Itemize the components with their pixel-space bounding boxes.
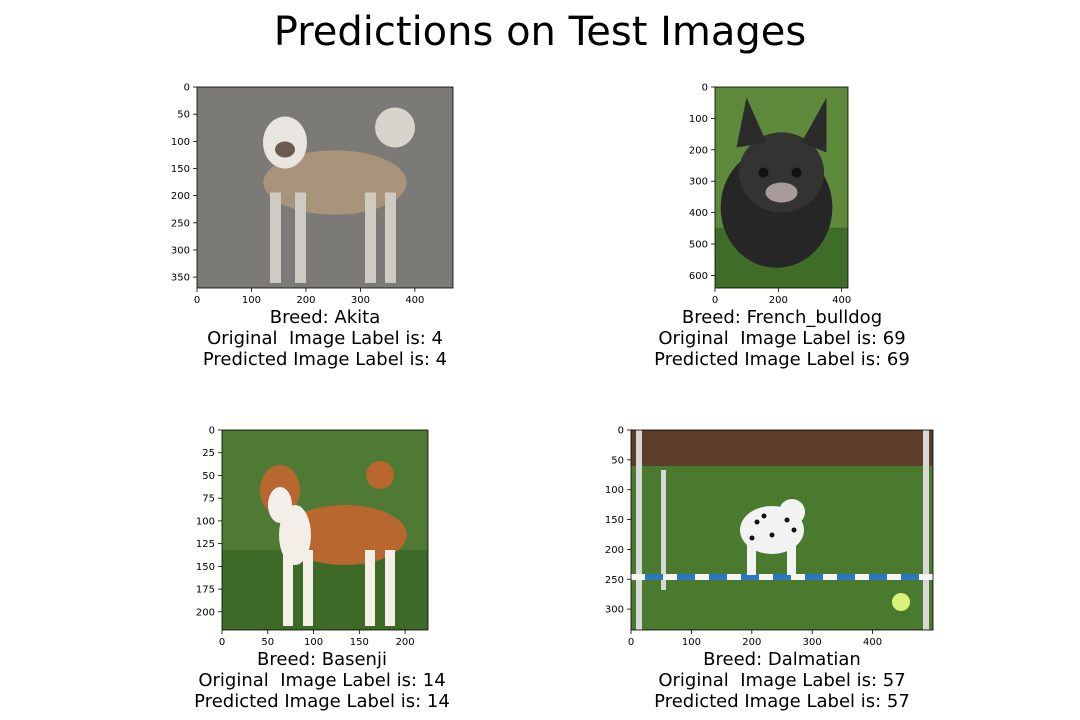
- y-tick-label: 75: [202, 494, 215, 505]
- y-tick-label: 50: [202, 471, 215, 482]
- caption-line-3: Predicted Image Label is: 14: [194, 691, 450, 712]
- y-tick-label: 50: [611, 455, 624, 466]
- y-tick-label: 0: [209, 426, 215, 437]
- dog-photo: [197, 87, 453, 288]
- x-tick-label: 400: [405, 295, 424, 306]
- y-tick-label: 300: [605, 605, 624, 616]
- x-tick-label: 150: [350, 637, 369, 648]
- x-tick-label: 200: [296, 295, 315, 306]
- dog-photo: [715, 87, 848, 288]
- y-tick-label: 350: [171, 273, 190, 284]
- x-tick-label: 0: [194, 295, 200, 306]
- caption-line-3: Predicted Image Label is: 69: [654, 349, 910, 370]
- y-tick-label: 0: [184, 83, 190, 94]
- y-tick-label: 100: [196, 516, 215, 527]
- caption-line-3: Predicted Image Label is: 4: [203, 349, 447, 370]
- y-tick-label: 175: [196, 585, 215, 596]
- y-tick-label: 200: [171, 191, 190, 202]
- caption-line-1: Breed: French_bulldog: [682, 307, 882, 328]
- image-panel-french-bulldog: 0 200 400 0 100 200 300 400 500 600 Breed: French_…: [654, 83, 910, 371]
- caption-line-2: Original Image Label is: 57: [658, 670, 905, 691]
- caption-line-1: Breed: Basenji: [257, 649, 387, 670]
- y-tick-label: 200: [605, 545, 624, 556]
- x-tick-label: 50: [261, 637, 274, 648]
- caption-line-1: Breed: Akita: [270, 307, 381, 328]
- x-tick-label: 100: [242, 295, 261, 306]
- y-tick-label: 100: [605, 485, 624, 496]
- x-tick-label: 400: [832, 295, 851, 306]
- dog-photo: [631, 430, 933, 630]
- y-tick-label: 125: [196, 539, 215, 550]
- y-tick-label: 50: [177, 110, 190, 121]
- axes-frame: [714, 86, 849, 289]
- y-tick-label: 250: [171, 218, 190, 229]
- x-tick-label: 300: [351, 295, 370, 306]
- figure-title: Predictions on Test Images: [274, 9, 806, 55]
- caption-line-2: Original Image Label is: 69: [658, 328, 905, 349]
- x-tick-label: 400: [863, 637, 882, 648]
- caption-line-3: Predicted Image Label is: 57: [654, 691, 910, 712]
- image-panel-akita: 0 100 200 300 400 0 50 100 150 200 250 300 350 Breed:…: [171, 83, 454, 370]
- axes-frame: [221, 429, 429, 631]
- y-tick-label: 300: [171, 245, 190, 256]
- x-tick-label: 0: [219, 637, 225, 648]
- caption-line-2: Original Image Label is: 14: [198, 670, 445, 691]
- x-tick-label: 100: [304, 637, 323, 648]
- axes-frame: [196, 86, 454, 289]
- image-panel-basenji: 0 50 100 150 200 0 25 50 75 100 125 150 175 200 Breed:…: [194, 426, 450, 713]
- y-tick-label: 25: [202, 448, 215, 459]
- x-tick-label: 200: [396, 637, 415, 648]
- x-tick-label: 200: [742, 637, 761, 648]
- caption-line-1: Breed: Dalmatian: [703, 649, 861, 670]
- y-tick-label: 0: [618, 426, 624, 437]
- y-tick-label: 0: [702, 83, 708, 94]
- y-tick-label: 200: [196, 607, 215, 618]
- y-tick-label: 200: [689, 145, 708, 156]
- x-tick-label: 200: [769, 295, 788, 306]
- x-tick-label: 100: [682, 637, 701, 648]
- x-tick-label: 0: [628, 637, 634, 648]
- y-tick-label: 150: [605, 515, 624, 526]
- y-tick-label: 150: [196, 562, 215, 573]
- y-tick-label: 100: [171, 137, 190, 148]
- y-tick-label: 500: [689, 240, 708, 251]
- x-tick-label: 300: [803, 637, 822, 648]
- y-tick-label: 600: [689, 271, 708, 282]
- x-tick-label: 0: [712, 295, 718, 306]
- y-tick-label: 300: [689, 177, 708, 188]
- y-tick-label: 250: [605, 575, 624, 586]
- y-tick-label: 150: [171, 164, 190, 175]
- caption-line-2: Original Image Label is: 4: [207, 328, 443, 349]
- dog-photo: [222, 430, 428, 630]
- y-tick-label: 400: [689, 208, 708, 219]
- axes-frame: [630, 429, 934, 631]
- y-tick-label: 100: [689, 114, 708, 125]
- image-grid: 0 100 200 300 400050100150200250300350Breed:…: [171, 83, 934, 713]
